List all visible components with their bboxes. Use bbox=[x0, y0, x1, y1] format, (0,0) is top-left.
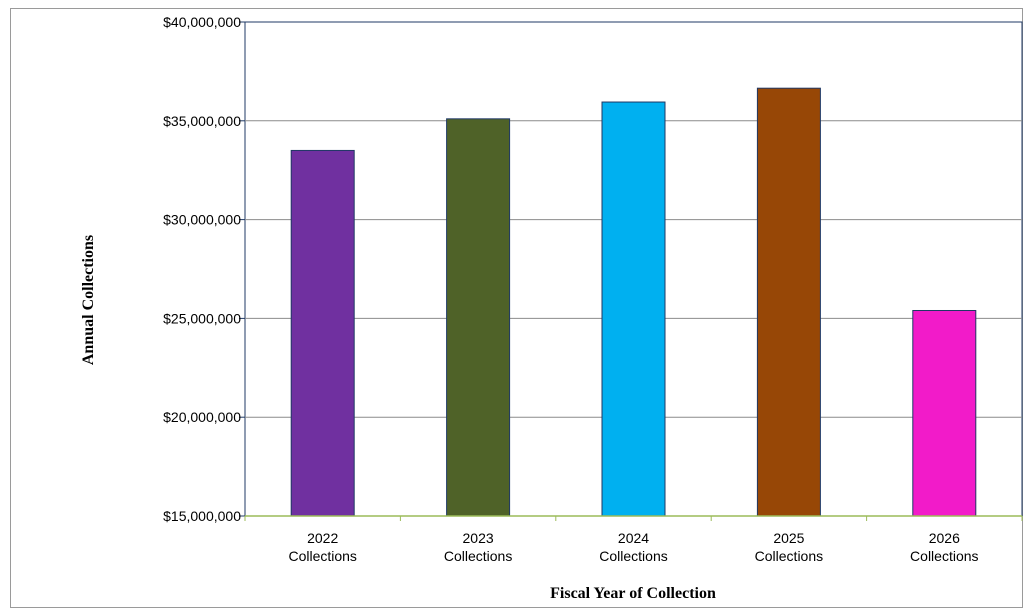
x-tick-label: 2022 bbox=[307, 530, 338, 546]
x-axis-title: Fiscal Year of Collection bbox=[550, 585, 716, 602]
y-tick-label: $40,000,000 bbox=[163, 14, 241, 30]
x-tick-label: Collections bbox=[599, 548, 667, 564]
y-tick-label: $35,000,000 bbox=[163, 113, 241, 129]
y-tick-label: $20,000,000 bbox=[163, 409, 241, 425]
bar-2023 bbox=[446, 118, 511, 517]
x-tick-label: Collections bbox=[288, 548, 356, 564]
x-tick-label: 2023 bbox=[463, 530, 494, 546]
x-axis-ticks: 2022 Collections 2023 Collections 2024 Collec… bbox=[244, 516, 1023, 564]
y-tick-label: $25,000,000 bbox=[163, 310, 241, 326]
x-tick-label: Collections bbox=[444, 548, 512, 564]
bar-2024 bbox=[601, 101, 666, 517]
bar-2022 bbox=[290, 149, 355, 517]
y-axis-title: Annual Collections bbox=[80, 235, 97, 365]
y-tick-label: $15,000,000 bbox=[163, 508, 241, 524]
y-tick-label: $30,000,000 bbox=[163, 212, 241, 228]
bar-2025 bbox=[756, 87, 821, 517]
x-tick-label: Collections bbox=[910, 548, 978, 564]
bar-2026 bbox=[912, 309, 977, 517]
x-tick-label: 2025 bbox=[773, 530, 804, 546]
x-tick-label: 2024 bbox=[618, 530, 649, 546]
bars bbox=[290, 87, 977, 517]
x-tick-label: Collections bbox=[755, 548, 823, 564]
y-axis-ticks: $15,000,000 $20,000,000 $25,000,000 $30,000… bbox=[163, 14, 245, 524]
x-tick-label: 2026 bbox=[929, 530, 960, 546]
